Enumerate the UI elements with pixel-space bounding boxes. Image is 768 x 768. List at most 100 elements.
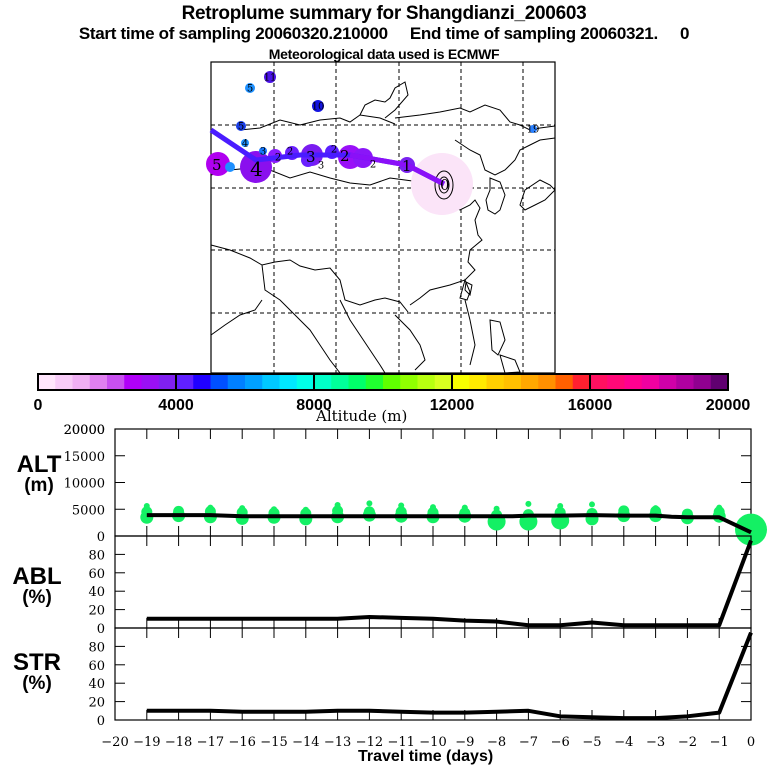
str-unit: (%) (22, 673, 52, 694)
alt-cluster-point (334, 501, 341, 508)
colorbar-segment (38, 374, 56, 390)
alt-y-tick-label: 10000 (64, 477, 105, 492)
abl-y-tick-label: 20 (88, 604, 105, 619)
cluster-label: 10 (312, 102, 325, 113)
alt-label: ALT (16, 451, 62, 478)
cluster-marker (245, 83, 255, 93)
colorbar-segment (176, 374, 194, 390)
colorbar-segment (193, 374, 211, 390)
colorbar-tick-label: 16000 (568, 397, 613, 414)
coastlines (210, 81, 556, 374)
altitude-colorbar: 0 4000 8000 12000 16000 20000 (34, 373, 750, 414)
alt-cluster-point (271, 506, 277, 513)
track-day-label: 0 (440, 176, 450, 194)
alt-cluster-point (461, 504, 468, 511)
colorbar-segment (659, 374, 677, 390)
str-y-tick-label: 0 (97, 714, 105, 729)
str-panel-label: STR (%) (12, 651, 62, 695)
alt-cluster-point (589, 501, 595, 508)
colorbar-segment (158, 374, 177, 390)
japan-coast (519, 179, 556, 211)
cluster-label: 2 (370, 160, 376, 171)
x-tick-label: −13 (324, 735, 351, 750)
plume-cluster (225, 162, 235, 172)
colorbar-tick-label: 8000 (296, 397, 332, 414)
str-y-tick-label: 20 (88, 696, 105, 711)
x-tick-label: −15 (260, 735, 287, 750)
alt-y-tick-label: 5000 (72, 503, 105, 518)
colorbar-segment (417, 374, 436, 390)
korea-coast (485, 177, 506, 215)
cluster-label: 2 (275, 153, 281, 164)
abl-y-tick-label: 80 (88, 548, 105, 563)
coast-line (359, 81, 409, 119)
colorbar-segment (710, 374, 729, 390)
x-tick-label: −8 (487, 735, 506, 750)
colorbar-segment (141, 374, 160, 390)
x-tick-label: 0 (747, 735, 755, 750)
colorbar-segment (227, 374, 246, 390)
alt-cluster-point (398, 502, 405, 509)
str-y-tick-label: 60 (88, 659, 105, 674)
colorbar-segment (314, 374, 332, 390)
colorbar-segment (503, 374, 522, 390)
alt-cluster-point (239, 505, 246, 512)
abl-y-tick-label: 40 (88, 585, 105, 600)
met-data-note: Meteorological data used is ECMWF (268, 46, 500, 62)
alt-y-tick-label: 15000 (64, 450, 105, 465)
alt-panel-label: ALT (m) (14, 451, 64, 497)
alt-unit: (m) (24, 475, 54, 496)
philippines-coast (499, 354, 521, 374)
cluster-label: 3 (318, 161, 324, 172)
str-series-line (146, 631, 753, 721)
colorbar-segment (245, 374, 263, 390)
x-tick-label: −9 (455, 735, 474, 750)
hainan-coast (459, 278, 471, 301)
alt-cluster-point (366, 500, 373, 507)
alt-cluster-point (618, 505, 630, 517)
abl-panel-label: ABL (%) (12, 565, 62, 609)
colorbar-segment (124, 374, 142, 390)
colorbar-segment (486, 374, 505, 390)
colorbar-segment (296, 374, 315, 390)
colorbar-segment (469, 374, 487, 390)
x-tick-label: −18 (165, 735, 192, 750)
colorbar-segment (555, 374, 574, 390)
cluster-label: 4 (242, 139, 248, 150)
x-axis-label: Travel time (days) (358, 748, 494, 765)
track-day-label: 3 (306, 148, 316, 166)
x-tick-label: −5 (582, 735, 601, 750)
cluster-marker (241, 139, 249, 147)
cluster-label: 11 (264, 73, 277, 84)
philippines-coast (489, 319, 506, 356)
alt-cluster-point (652, 505, 659, 512)
colorbar-segment (641, 374, 660, 390)
alt-cluster-point (557, 503, 564, 510)
alt-series-line (146, 513, 752, 535)
coast-line (464, 299, 476, 366)
cluster-label: 2 (331, 145, 337, 156)
colorbar-segment (590, 374, 608, 390)
alt-y-tick-label: 0 (97, 530, 105, 545)
cluster-marker (264, 71, 276, 83)
colorbar-segment (521, 374, 539, 390)
sampling-times: Start time of sampling 20060320.210000 E… (78, 24, 690, 43)
colorbar-segment (279, 374, 298, 390)
cluster-marker (236, 121, 246, 131)
release-contour (438, 176, 450, 194)
colorbar-segment (72, 374, 91, 390)
track-day-label: 1 (402, 157, 412, 175)
cluster-marker (312, 100, 324, 112)
x-tick-label: −20 (101, 735, 128, 750)
alt-y-tick-label: 20000 (64, 423, 105, 438)
border-line (239, 114, 396, 131)
abl-series-line (146, 539, 753, 628)
x-tick-label: −2 (678, 735, 697, 750)
time-series-panels: 0500010000150002000020000020406080020406… (64, 423, 767, 750)
x-tick-label: −11 (387, 735, 414, 750)
x-tick-label: −19 (133, 735, 160, 750)
track-day-label: 4 (250, 157, 263, 181)
